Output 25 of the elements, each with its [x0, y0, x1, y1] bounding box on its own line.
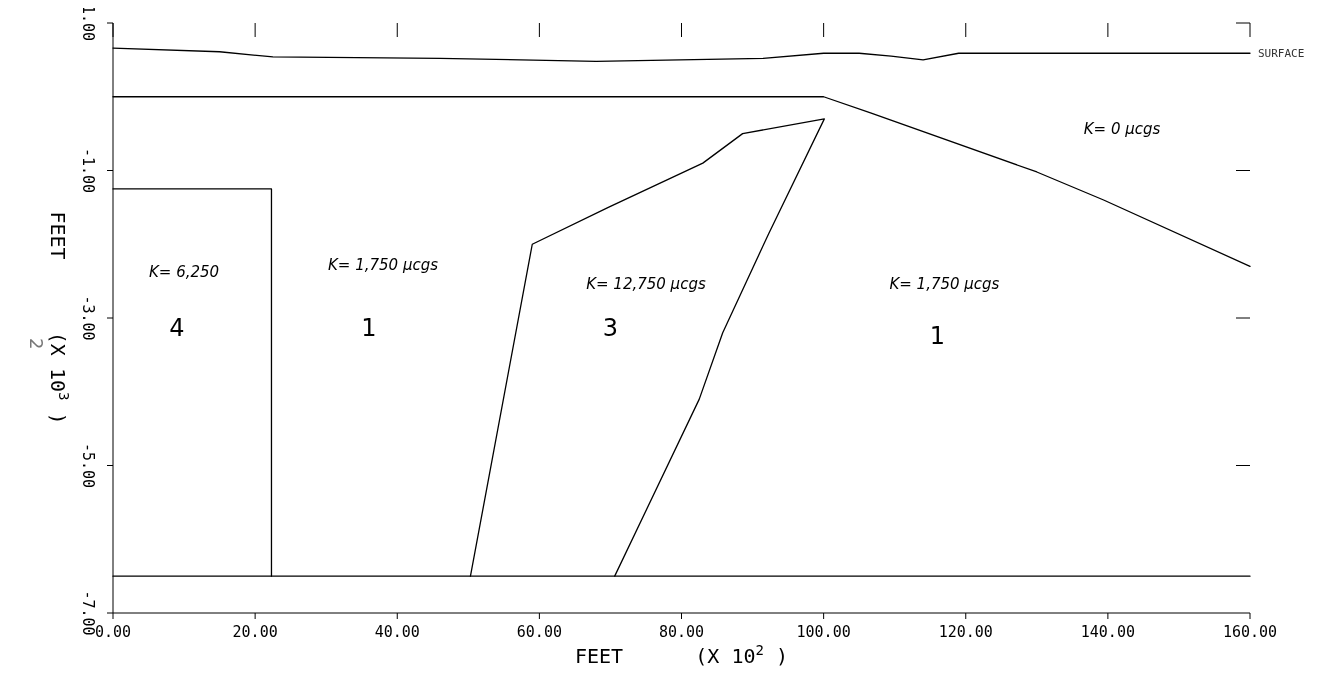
x-tick-label: 160.00	[1222, 623, 1278, 641]
annotation: K= 6,250	[149, 263, 220, 282]
annotation: 4	[169, 314, 185, 343]
x-axis-title: FEET (X 10$^{2}$ )	[574, 642, 789, 668]
x-tick-label: 80.00	[658, 623, 705, 641]
y-tick-label: -1.00	[79, 147, 97, 194]
y-tick-label: -7.00	[79, 590, 97, 636]
annotation: K= 1,750 μcgs	[328, 256, 439, 275]
x-tick-label: 0.00	[94, 623, 132, 641]
x-tick-label: 100.00	[796, 623, 851, 641]
annotation: 1	[929, 321, 945, 350]
annotation: K= 0 μcgs	[1083, 119, 1161, 138]
x-tick-label: 40.00	[374, 623, 420, 641]
annotation: K= 12,750 μcgs	[586, 274, 706, 293]
x-tick-label: 140.00	[1080, 623, 1135, 641]
annotation: 3	[602, 314, 619, 343]
text: 2	[26, 338, 47, 350]
y-tick-label: -5.00	[79, 442, 97, 489]
annotation: K= 1,750 μcgs	[889, 274, 1000, 293]
annotation: 1	[361, 314, 377, 343]
legend-label: SURFACE	[1258, 47, 1305, 61]
x-tick-label: 120.00	[938, 623, 993, 641]
y-tick-label: -3.00	[79, 295, 97, 341]
x-tick-label: 60.00	[516, 623, 562, 641]
x-tick-label: 20.00	[232, 623, 278, 641]
